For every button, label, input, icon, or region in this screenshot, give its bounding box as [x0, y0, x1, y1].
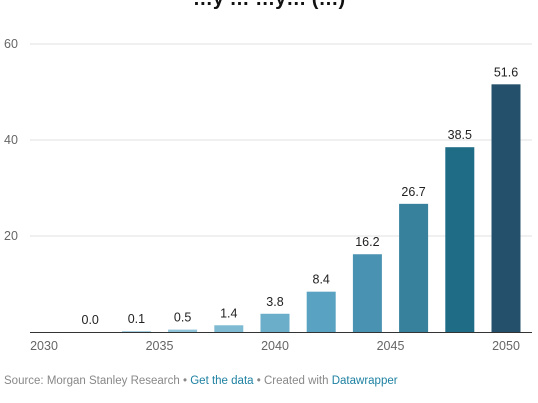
bar-value-label: 16.2	[355, 235, 379, 249]
footer-separator: •	[183, 375, 188, 387]
footer: Source: Morgan Stanley Research • Get th…	[4, 375, 398, 387]
bar-value-label: 0.1	[128, 312, 145, 326]
bar	[491, 84, 521, 332]
bar-value-label: 51.6	[494, 65, 518, 79]
bar-value-labels: 0.0 0.1 0.5 1.4 3.8 8.4 16.2 26.7 38.5 51.6	[82, 65, 519, 327]
chart-title: …y … …y… (…)	[0, 0, 538, 11]
x-tick-label: 2045	[377, 339, 405, 353]
bar	[445, 147, 475, 332]
footer-separator: •	[256, 375, 261, 387]
bar-value-label: 0.5	[174, 311, 191, 325]
bar-value-label: 1.4	[220, 306, 237, 320]
datawrapper-link[interactable]: Datawrapper	[331, 375, 398, 387]
bar-value-label: 0.0	[82, 313, 99, 327]
source-text: Source: Morgan Stanley Research	[4, 375, 180, 387]
bar	[121, 331, 151, 332]
y-tick-label: 60	[4, 37, 18, 51]
x-tick-label: 2040	[261, 339, 289, 353]
bar	[306, 291, 336, 332]
x-axis-tick-labels: 2030 2035 2040 2045 2050	[30, 339, 520, 353]
bar-value-label: 26.7	[401, 185, 425, 199]
bars	[121, 84, 521, 332]
bar-value-label: 8.4	[313, 273, 330, 287]
bar	[260, 313, 290, 332]
bar-value-label: 38.5	[448, 128, 472, 142]
get-the-data-link[interactable]: Get the data	[190, 375, 254, 387]
bar	[168, 329, 198, 332]
y-axis-tick-labels: 20 40 60	[4, 37, 18, 243]
bar-value-label: 3.8	[266, 295, 283, 309]
x-tick-label: 2035	[146, 339, 174, 353]
x-tick-label: 2050	[492, 339, 520, 353]
bar	[399, 203, 429, 332]
x-tick-label: 2030	[30, 339, 58, 353]
created-with-text: Created with	[263, 375, 329, 387]
y-tick-label: 20	[4, 229, 18, 243]
y-tick-label: 40	[4, 133, 18, 147]
bar	[352, 254, 382, 332]
bar	[214, 325, 244, 332]
